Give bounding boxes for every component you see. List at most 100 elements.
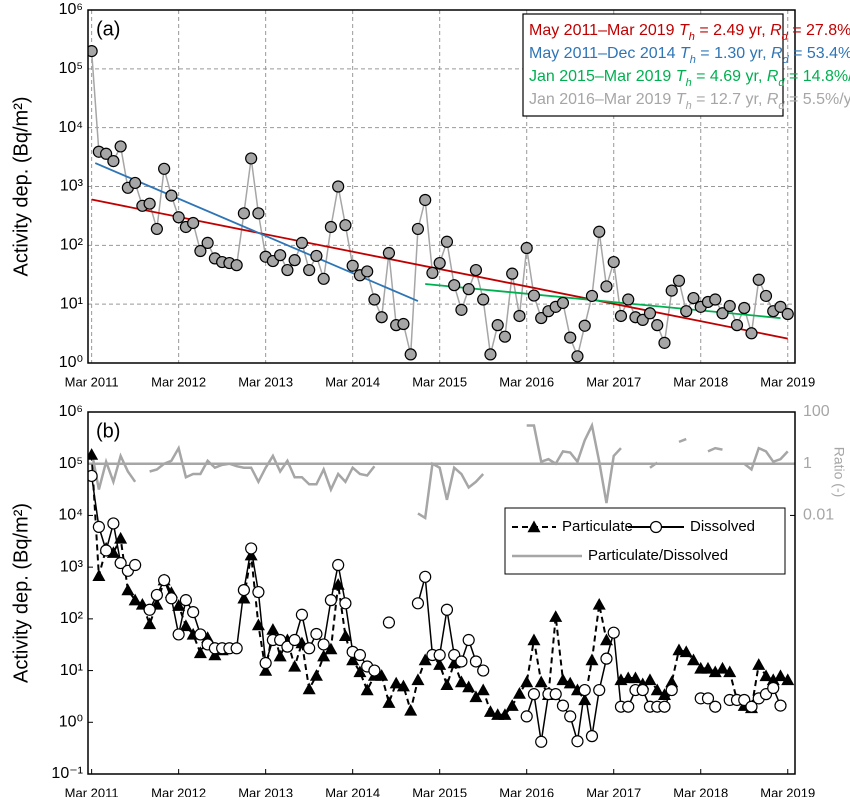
data-point	[259, 664, 273, 676]
data-point	[607, 255, 620, 269]
data-point	[614, 309, 628, 323]
data-point	[600, 280, 613, 293]
data-point	[303, 263, 316, 277]
data-point	[745, 700, 758, 713]
data-point	[723, 665, 737, 678]
data-point	[339, 219, 352, 232]
data-point	[404, 348, 417, 361]
data-point	[331, 578, 345, 590]
legend-text: d	[782, 31, 789, 43]
data-point	[556, 296, 570, 310]
data-point	[462, 680, 476, 693]
data-point	[288, 633, 301, 647]
data-point	[396, 679, 410, 692]
data-point	[317, 272, 330, 285]
y-tick-label: 10¹	[60, 295, 83, 312]
x-tick-label: Mar 2019	[760, 785, 815, 797]
data-point	[469, 263, 483, 277]
y-tick-label: 10⁻¹	[51, 765, 83, 782]
data-point	[571, 735, 584, 748]
y-tick-label: 10²	[60, 237, 84, 254]
data-point	[759, 289, 773, 303]
data-point	[404, 703, 418, 716]
data-point	[324, 594, 338, 607]
x-tick-label: Mar 2016	[499, 785, 554, 797]
data-point	[462, 283, 475, 296]
data-point	[622, 700, 635, 713]
data-point	[201, 236, 214, 249]
data-point	[665, 683, 678, 697]
data-point	[520, 675, 534, 688]
plot-area	[88, 45, 794, 363]
data-point	[295, 608, 309, 621]
series-line	[90, 421, 789, 521]
data-point	[781, 673, 795, 686]
data-point	[483, 705, 497, 717]
y-tick-label: 10⁵	[59, 455, 83, 472]
y-axis-label: Activity dep. (Bq/m²)	[10, 96, 32, 276]
x-tick-label: Mar 2018	[673, 374, 728, 389]
data-point	[114, 531, 128, 544]
data-point	[230, 259, 243, 272]
x-tick-label: Mar 2016	[499, 374, 554, 389]
data-point	[455, 303, 468, 316]
x-tick-label: Mar 2011	[65, 785, 119, 797]
x-tick-label: Mar 2012	[151, 785, 206, 797]
data-point	[585, 730, 599, 743]
data-point	[498, 330, 512, 343]
data-point	[100, 544, 113, 557]
legend-label: Particulate	[562, 518, 633, 535]
y2-tick-label: 100	[803, 403, 830, 420]
legend-label: Particulate/Dissolved	[588, 547, 728, 564]
legend-text: Jan 2015–Mar 2019	[529, 68, 676, 85]
data-point	[752, 273, 765, 286]
data-point	[745, 327, 758, 340]
data-point	[527, 688, 541, 701]
plot-area	[88, 421, 795, 748]
data-point	[368, 293, 381, 306]
data-point	[448, 279, 461, 292]
data-point	[92, 520, 105, 534]
legend-text: = 1.30 yr,	[696, 45, 771, 62]
data-point	[353, 648, 367, 662]
data-point	[469, 690, 483, 703]
legend-text: h	[686, 100, 692, 112]
data-point	[419, 570, 432, 583]
data-point	[411, 597, 425, 610]
legend-entry: Jan 2015–Mar 2019 Th = 4.69 yr, Rd = 14.…	[529, 68, 850, 89]
data-point	[100, 147, 113, 160]
y-tick-label: 10⁴	[58, 119, 83, 136]
y-tick-label: 10⁰	[59, 354, 83, 371]
data-point	[88, 45, 98, 58]
data-point	[237, 207, 251, 220]
data-point	[245, 152, 258, 165]
data-point	[592, 597, 606, 610]
data-point	[107, 517, 120, 530]
data-point	[339, 597, 352, 610]
y2-axis-label: Ratio (-)	[831, 447, 847, 498]
data-point	[686, 653, 700, 666]
data-point	[411, 673, 425, 686]
legend-entry: May 2011–Dec 2014 Th = 1.30 yr, Rd = 53.…	[529, 45, 850, 66]
data-point	[672, 643, 686, 656]
x-tick-label: Mar 2011	[65, 374, 119, 389]
legend-text: d	[783, 54, 790, 66]
data-point	[245, 542, 258, 555]
data-point	[752, 658, 766, 670]
data-point	[295, 236, 309, 249]
data-point	[585, 289, 599, 303]
legend-text: h	[689, 31, 695, 43]
data-point	[491, 319, 504, 332]
y-tick-label: 10⁵	[59, 60, 83, 77]
data-point	[360, 683, 374, 696]
legend-text: T	[676, 68, 687, 85]
data-point	[563, 676, 577, 689]
data-point	[469, 655, 483, 668]
data-point	[512, 687, 526, 699]
data-point	[375, 669, 389, 681]
data-point	[781, 307, 794, 321]
y-tick-label: 10⁰	[59, 714, 83, 731]
legend-text: = 27.8%/yr	[788, 22, 850, 39]
data-point	[187, 216, 200, 230]
